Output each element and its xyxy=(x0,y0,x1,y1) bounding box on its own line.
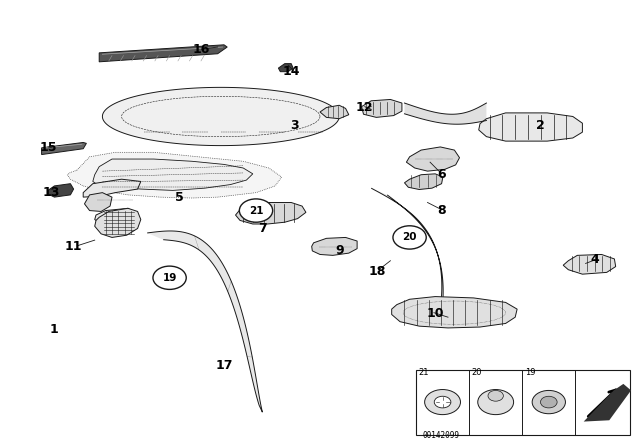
Polygon shape xyxy=(95,208,134,224)
Text: 18: 18 xyxy=(369,264,387,278)
Text: 16: 16 xyxy=(193,43,211,56)
Text: 5: 5 xyxy=(175,190,184,204)
Circle shape xyxy=(540,396,557,408)
Text: 6: 6 xyxy=(437,168,446,181)
Text: 10: 10 xyxy=(426,307,444,320)
Polygon shape xyxy=(236,202,306,224)
PathPatch shape xyxy=(147,231,262,412)
Polygon shape xyxy=(392,297,517,328)
Text: 13: 13 xyxy=(42,186,60,199)
Text: 9: 9 xyxy=(335,244,344,258)
Text: 17: 17 xyxy=(215,358,233,372)
Polygon shape xyxy=(404,174,443,190)
Text: 8: 8 xyxy=(437,204,446,217)
Circle shape xyxy=(425,389,461,415)
Text: 21: 21 xyxy=(419,368,429,377)
Text: 20: 20 xyxy=(472,368,482,377)
FancyBboxPatch shape xyxy=(416,370,630,435)
Circle shape xyxy=(239,199,273,222)
Circle shape xyxy=(532,390,566,414)
Circle shape xyxy=(477,389,513,415)
Text: 4: 4 xyxy=(591,253,600,267)
Polygon shape xyxy=(84,193,112,211)
Circle shape xyxy=(393,226,426,249)
Polygon shape xyxy=(406,147,460,171)
Polygon shape xyxy=(320,105,349,119)
Text: 14: 14 xyxy=(282,65,300,78)
Text: 2: 2 xyxy=(536,119,545,132)
Polygon shape xyxy=(99,45,227,62)
Text: 15: 15 xyxy=(39,141,57,155)
Circle shape xyxy=(488,391,503,401)
Polygon shape xyxy=(95,208,141,237)
Text: 00142099: 00142099 xyxy=(422,431,460,440)
Text: 19: 19 xyxy=(163,273,177,283)
Text: 11: 11 xyxy=(65,240,83,253)
Polygon shape xyxy=(83,179,141,197)
Polygon shape xyxy=(278,64,293,72)
Text: 12: 12 xyxy=(356,101,374,114)
Polygon shape xyxy=(362,99,402,117)
Polygon shape xyxy=(67,152,282,198)
Text: 21: 21 xyxy=(249,206,263,215)
Polygon shape xyxy=(479,113,582,141)
Polygon shape xyxy=(563,254,616,274)
Polygon shape xyxy=(93,159,253,190)
Circle shape xyxy=(435,396,451,408)
Polygon shape xyxy=(102,87,339,146)
Circle shape xyxy=(153,266,186,289)
Polygon shape xyxy=(42,142,86,155)
Text: 7: 7 xyxy=(258,222,267,235)
Polygon shape xyxy=(48,184,74,197)
Text: 19: 19 xyxy=(525,368,535,377)
Text: 20: 20 xyxy=(403,233,417,242)
Polygon shape xyxy=(584,384,631,422)
Text: 3: 3 xyxy=(290,119,299,132)
Polygon shape xyxy=(312,237,357,255)
Text: 1: 1 xyxy=(50,323,59,336)
PathPatch shape xyxy=(371,188,443,323)
